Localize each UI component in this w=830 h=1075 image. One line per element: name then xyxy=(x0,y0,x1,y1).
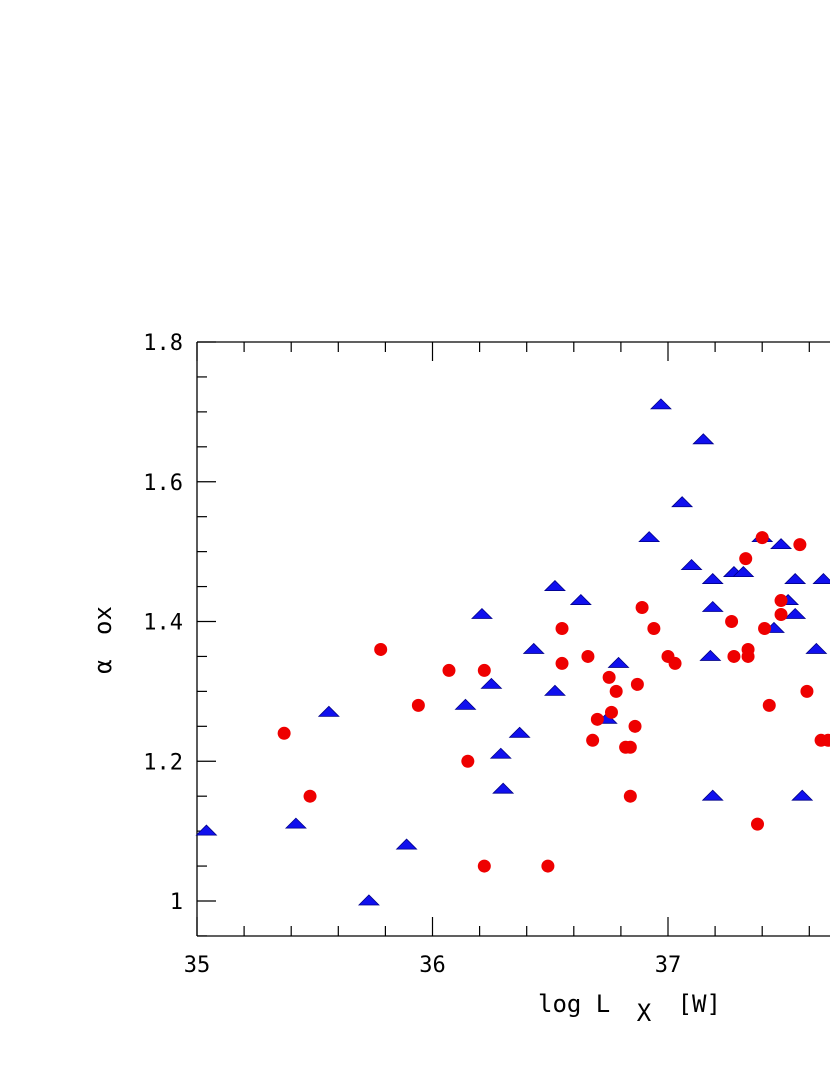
triangle-point xyxy=(489,747,512,759)
triangle-point xyxy=(195,824,218,836)
svg-text:α ox: α ox xyxy=(89,606,117,674)
triangle-point xyxy=(508,726,531,738)
triangle-point xyxy=(480,677,503,689)
triangle-point xyxy=(732,566,755,577)
circle-point xyxy=(602,670,616,684)
circle-point xyxy=(623,740,637,754)
circle-point xyxy=(277,726,291,740)
y-axis-title: α ox xyxy=(89,606,117,674)
triangle-point xyxy=(522,642,545,654)
triangle-point xyxy=(680,559,703,570)
triangle-point xyxy=(784,607,807,619)
triangle-point xyxy=(784,573,807,584)
triangle-point xyxy=(454,698,477,710)
circle-point xyxy=(477,859,491,873)
triangle-point xyxy=(692,433,715,445)
axis-ticks xyxy=(196,341,810,937)
circle-point xyxy=(461,754,475,768)
triangle-point xyxy=(699,649,722,661)
triangle-point xyxy=(284,817,307,829)
circle-point xyxy=(741,649,755,663)
circle-point xyxy=(541,859,555,873)
y-tick-label: 1.6 xyxy=(143,471,183,496)
circle-point xyxy=(758,621,772,635)
circle-point xyxy=(477,663,491,677)
y-tick-label: 1.8 xyxy=(143,331,183,356)
triangle-point xyxy=(805,642,828,654)
circle-point xyxy=(604,705,618,719)
triangle-point xyxy=(812,573,830,584)
circle-point xyxy=(647,621,661,635)
circle-point xyxy=(774,594,788,608)
triangle-point xyxy=(638,531,661,543)
circle-point xyxy=(793,538,807,552)
y-tick-label: 1 xyxy=(170,890,183,915)
circle-point xyxy=(586,733,600,747)
triangle-point xyxy=(770,538,793,550)
circle-point xyxy=(555,621,569,635)
x-axis-title-unit: [W] xyxy=(678,990,721,1018)
circle-point xyxy=(609,684,623,698)
triangle-point xyxy=(791,789,814,801)
circle-point xyxy=(635,601,649,615)
x-tick-label: 35 xyxy=(184,953,211,978)
x-axis-title: log L X [W] xyxy=(538,990,721,1027)
plot-axes xyxy=(196,341,830,937)
circle-point xyxy=(762,698,776,712)
circle-point xyxy=(555,656,569,670)
triangle-point xyxy=(492,782,515,794)
circle-point xyxy=(725,615,739,628)
triangle-point xyxy=(317,705,340,717)
y-axis-title-main: α xyxy=(89,659,117,673)
circle-point xyxy=(800,684,814,698)
circle-point xyxy=(581,649,595,663)
circle-point xyxy=(590,712,604,726)
triangle-point xyxy=(357,894,380,906)
triangle-point xyxy=(649,398,672,410)
x-axis-title-main: log L xyxy=(538,990,610,1018)
circle-point xyxy=(628,719,642,733)
triangle-point xyxy=(701,573,724,584)
triangle-point xyxy=(607,656,630,668)
circle-point xyxy=(411,698,425,712)
circle-point xyxy=(623,789,637,803)
triangle-point xyxy=(569,593,592,605)
triangle-series xyxy=(195,398,830,906)
circle-point xyxy=(750,817,764,831)
triangle-point xyxy=(543,684,566,696)
circle-point xyxy=(668,656,682,670)
circle-point xyxy=(739,552,753,566)
circle-point xyxy=(774,608,788,622)
y-axis-title-subscript: ox xyxy=(89,606,117,635)
triangle-point xyxy=(701,600,724,612)
data-points xyxy=(195,398,830,906)
y-tick-label: 1.4 xyxy=(143,611,183,636)
x-tick-label: 37 xyxy=(655,953,682,978)
x-axis-title-subscript: X xyxy=(637,999,652,1027)
y-tick-label: 1.2 xyxy=(143,750,183,775)
circle-point xyxy=(727,649,741,663)
circle-point xyxy=(303,789,317,803)
triangle-point xyxy=(701,789,724,801)
circle-point xyxy=(374,642,388,656)
triangle-point xyxy=(543,579,566,591)
circle-point xyxy=(821,733,830,747)
circle-point xyxy=(755,531,769,545)
x-tick-label: 36 xyxy=(419,953,446,978)
triangle-point xyxy=(671,496,694,508)
triangle-point xyxy=(470,607,493,619)
circle-point xyxy=(630,677,644,691)
triangle-point xyxy=(395,838,418,850)
circle-point xyxy=(442,663,456,677)
tick-labels: 35 36 37 1 1.2 1.4 1.6 1.8 xyxy=(143,331,681,978)
circle-series xyxy=(277,531,830,873)
